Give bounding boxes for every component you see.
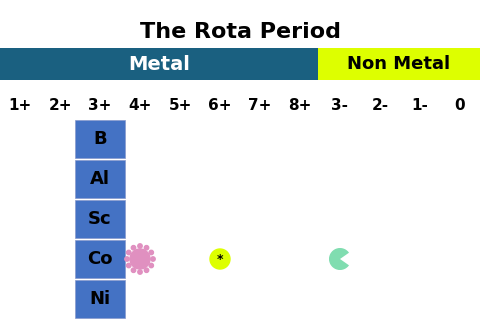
Text: 8+: 8+ [288, 98, 312, 113]
Circle shape [144, 268, 149, 272]
Text: 4+: 4+ [128, 98, 152, 113]
Text: 6+: 6+ [208, 98, 232, 113]
Text: 3+: 3+ [88, 98, 112, 113]
Bar [75, 160, 125, 198]
Bar [75, 120, 125, 158]
Text: 5+: 5+ [168, 98, 192, 113]
Text: 2+: 2+ [48, 98, 72, 113]
Text: 3-: 3- [332, 98, 348, 113]
Text: The Rota Period: The Rota Period [140, 22, 340, 42]
Bar [0, 48, 318, 80]
Circle shape [130, 249, 150, 269]
Circle shape [210, 249, 230, 269]
Text: Sc: Sc [88, 210, 112, 228]
Circle shape [144, 245, 149, 250]
Circle shape [132, 268, 136, 272]
Text: Al: Al [90, 170, 110, 188]
Circle shape [138, 270, 142, 274]
Circle shape [149, 263, 154, 268]
Circle shape [127, 263, 131, 268]
Bar [75, 240, 125, 278]
Bar [75, 280, 125, 318]
Text: 1+: 1+ [8, 98, 32, 113]
Circle shape [151, 257, 155, 261]
Circle shape [125, 257, 129, 261]
Circle shape [132, 245, 136, 250]
Text: 7+: 7+ [248, 98, 272, 113]
Text: Co: Co [87, 250, 113, 268]
Bar [318, 48, 480, 80]
Text: Ni: Ni [89, 290, 110, 308]
Text: 1-: 1- [411, 98, 429, 113]
Text: B: B [93, 130, 107, 148]
Wedge shape [329, 248, 349, 270]
Circle shape [138, 244, 142, 248]
Bar [75, 200, 125, 238]
Text: Metal: Metal [128, 54, 190, 74]
Text: *: * [217, 252, 223, 266]
Text: 2-: 2- [372, 98, 389, 113]
Text: Non Metal: Non Metal [348, 55, 451, 73]
Text: 0: 0 [455, 98, 465, 113]
Circle shape [127, 250, 131, 255]
Circle shape [149, 250, 154, 255]
